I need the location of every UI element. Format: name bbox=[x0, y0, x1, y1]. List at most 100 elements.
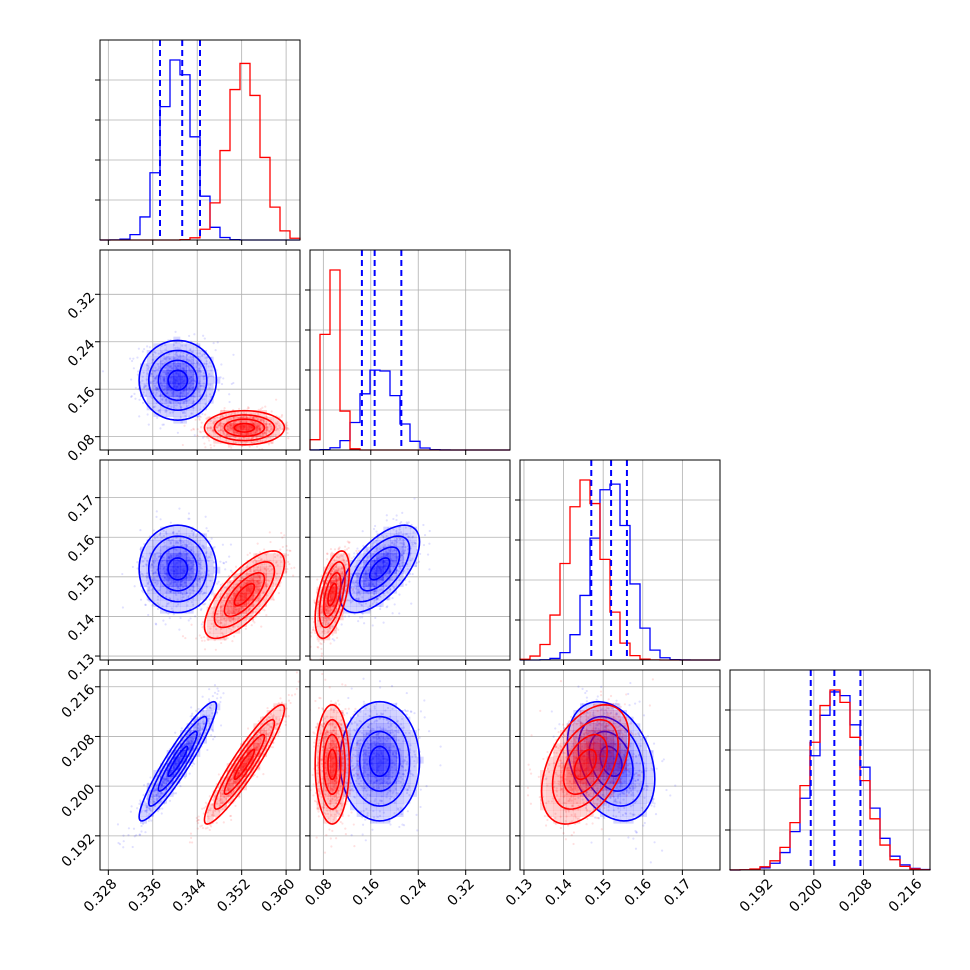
scatter-point bbox=[147, 589, 150, 592]
scatter-point bbox=[182, 354, 185, 358]
scatter-point bbox=[204, 413, 207, 416]
scatter-point bbox=[320, 654, 323, 658]
scatter-point bbox=[258, 551, 262, 554]
density-cell bbox=[273, 423, 281, 431]
scatter-point bbox=[174, 542, 178, 545]
scatter-point bbox=[236, 417, 239, 420]
scatter-point bbox=[350, 557, 354, 560]
scatter-point bbox=[154, 370, 157, 373]
scatter-point bbox=[154, 405, 157, 408]
scatter-point bbox=[426, 553, 430, 556]
scatter-point bbox=[162, 384, 165, 388]
scatter-point bbox=[210, 537, 213, 540]
scatter-point bbox=[232, 416, 235, 420]
scatter-point bbox=[194, 418, 197, 421]
scatter-point bbox=[164, 358, 167, 361]
scatter-point bbox=[259, 408, 262, 411]
density-cell bbox=[266, 423, 274, 431]
scatter-point bbox=[253, 441, 256, 444]
scatter-point bbox=[165, 591, 168, 594]
scatter-point bbox=[274, 429, 278, 432]
scatter-point bbox=[168, 597, 171, 600]
scatter-point bbox=[145, 378, 148, 381]
scatter-point bbox=[148, 346, 151, 349]
scatter-point bbox=[250, 436, 254, 440]
scatter-point bbox=[226, 433, 229, 436]
scatter-point bbox=[275, 398, 278, 401]
scatter-point bbox=[212, 430, 215, 433]
scatter-point bbox=[147, 366, 150, 369]
scatter-point bbox=[206, 585, 209, 588]
scatter-point bbox=[167, 404, 170, 407]
density-cell bbox=[173, 363, 181, 371]
scatter-point bbox=[209, 426, 212, 429]
scatter-point bbox=[413, 497, 416, 500]
scatter-point bbox=[149, 395, 152, 398]
scatter-point bbox=[173, 361, 177, 364]
scatter-point bbox=[408, 580, 411, 583]
scatter-point bbox=[140, 573, 144, 576]
scatter-point bbox=[198, 580, 202, 583]
density-cell bbox=[160, 410, 167, 417]
scatter-point bbox=[206, 559, 209, 562]
scatter-point bbox=[153, 577, 156, 580]
scatter-point bbox=[229, 435, 232, 438]
scatter-point bbox=[178, 354, 182, 357]
scatter-point bbox=[183, 543, 186, 546]
scatter-point bbox=[231, 639, 234, 643]
scatter-point bbox=[199, 415, 202, 419]
density-cell bbox=[226, 410, 234, 417]
scatter-point bbox=[191, 589, 194, 592]
scatter-point bbox=[230, 418, 233, 421]
scatter-point bbox=[222, 562, 226, 565]
scatter-point bbox=[200, 590, 203, 593]
scatter-point bbox=[337, 548, 340, 551]
scatter-point bbox=[188, 390, 191, 393]
scatter-point bbox=[166, 392, 169, 395]
scatter-point bbox=[208, 387, 211, 390]
scatter-point bbox=[149, 552, 152, 555]
scatter-point bbox=[200, 571, 203, 574]
scatter-point bbox=[180, 539, 183, 542]
scatter-point bbox=[157, 589, 160, 592]
density-cell bbox=[193, 403, 201, 411]
scatter-point bbox=[265, 423, 268, 426]
scatter-point bbox=[253, 431, 256, 434]
scatter-point bbox=[176, 588, 179, 591]
scatter-point bbox=[158, 394, 161, 398]
scatter-point bbox=[233, 436, 236, 439]
scatter-point bbox=[179, 616, 182, 620]
scatter-point bbox=[186, 400, 189, 403]
scatter-point bbox=[263, 432, 266, 435]
scatter-point bbox=[190, 623, 193, 626]
scatter-point bbox=[131, 565, 134, 569]
scatter-point bbox=[265, 614, 268, 617]
scatter-point bbox=[188, 398, 191, 402]
scatter-point bbox=[167, 583, 170, 587]
scatter-point bbox=[333, 639, 336, 642]
scatter-point bbox=[230, 446, 233, 450]
panel-2-0 bbox=[100, 460, 300, 660]
scatter-point bbox=[212, 429, 215, 432]
scatter-point bbox=[155, 376, 158, 379]
scatter-point bbox=[163, 388, 166, 391]
scatter-point bbox=[262, 420, 265, 424]
scatter-point bbox=[207, 437, 210, 440]
scatter-point bbox=[362, 544, 365, 547]
scatter-point bbox=[163, 567, 166, 570]
scatter-point bbox=[198, 363, 201, 366]
scatter-point bbox=[157, 365, 161, 368]
scatter-point bbox=[224, 439, 227, 442]
scatter-point bbox=[163, 390, 167, 393]
scatter-point bbox=[385, 519, 388, 522]
scatter-point bbox=[191, 350, 194, 354]
scatter-point bbox=[256, 417, 259, 421]
density-cell bbox=[240, 416, 247, 424]
scatter-point bbox=[252, 416, 255, 420]
scatter-point bbox=[170, 580, 173, 584]
scatter-point bbox=[146, 367, 149, 371]
scatter-point bbox=[144, 563, 147, 566]
scatter-point bbox=[158, 367, 161, 370]
scatter-point bbox=[151, 358, 155, 361]
scatter-point bbox=[210, 369, 213, 372]
